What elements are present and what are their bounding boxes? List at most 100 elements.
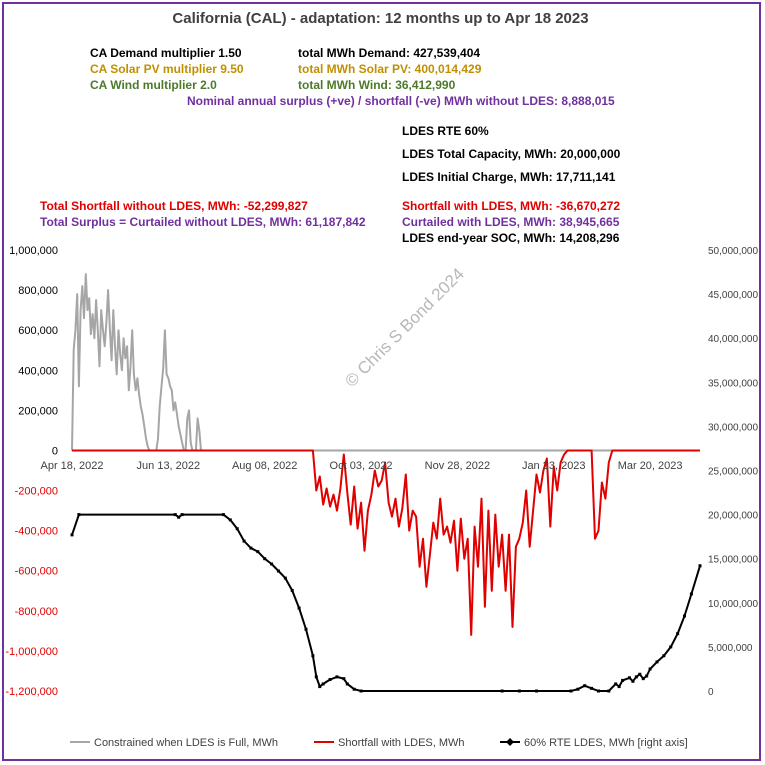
ldes-data-point (70, 533, 74, 537)
right-axis-tick-label: 25,000,000 (708, 467, 758, 478)
ldes-data-point (645, 674, 649, 678)
ldes-data-point (517, 689, 521, 693)
left-axis-tick-label: -800,000 (15, 606, 58, 618)
ldes-data-point (221, 513, 225, 517)
x-axis-tick-label: Jun 13, 2022 (137, 460, 201, 472)
x-axis-tick-label: Apr 18, 2022 (41, 460, 104, 472)
right-axis-tick-label: 50,000,000 (708, 246, 758, 257)
left-axis-tick-label: 1,000,000 (9, 245, 58, 257)
ldes-data-point (590, 686, 594, 690)
ldes-data-point (689, 592, 693, 596)
left-axis-tick-label: 0 (52, 445, 58, 457)
ldes-data-point (698, 564, 702, 568)
ldes-rte-label: LDES RTE 60% (402, 124, 489, 138)
ldes-data-point (627, 676, 631, 680)
ldes-data-point (256, 550, 260, 554)
ldes-data-point (352, 687, 356, 691)
ldes-series-line (71, 513, 701, 692)
ldes-data-point (576, 687, 580, 691)
demand-multiplier-label: CA Demand multiplier 1.50 (90, 46, 242, 60)
legend-entry: Constrained when LDES is Full, MWh (94, 737, 278, 749)
ldes-data-point (318, 685, 322, 689)
ldes-data-point (638, 672, 642, 676)
curtailed-with-ldes-label: Curtailed with LDES, MWh: 38,945,665 (402, 215, 620, 229)
solar-multiplier-label: CA Solar PV multiplier 9.50 (90, 62, 244, 76)
ldes-data-point (676, 632, 680, 636)
ldes-data-point (569, 689, 573, 693)
x-axis-tick-label: Nov 28, 2022 (425, 460, 490, 472)
left-axis-tick-label: 400,000 (18, 365, 58, 377)
right-axis-tick-label: 5,000,000 (708, 643, 753, 654)
ldes-data-point (314, 675, 318, 679)
right-axis-tick-label: 0 (708, 687, 714, 698)
x-axis-tick-label: Mar 20, 2023 (618, 460, 683, 472)
left-axis-tick-label: 600,000 (18, 325, 58, 337)
left-axis-tick-label: -1,200,000 (5, 686, 58, 698)
ldes-data-point (180, 513, 184, 517)
ldes-data-point (249, 546, 253, 550)
right-axis-tick-label: 45,000,000 (708, 290, 758, 301)
shortfall-series-line (72, 449, 700, 636)
ldes-data-point (335, 675, 339, 679)
ldes-data-point (283, 576, 287, 580)
ldes-data-point (270, 562, 274, 566)
total-wind-label: total MWh Wind: 36,412,990 (298, 78, 456, 92)
ldes-data-point (683, 614, 687, 618)
ldes-capacity-label: LDES Total Capacity, MWh: 20,000,000 (402, 147, 621, 161)
ldes-end-soc-label: LDES end-year SOC, MWh: 14,208,296 (402, 231, 620, 245)
left-axis-tick-label: -400,000 (15, 526, 58, 538)
ldes-data-point (359, 689, 363, 693)
left-axis-tick-label: -600,000 (15, 566, 58, 578)
x-axis-tick-label: Oct 03, 2022 (330, 460, 393, 472)
watermark-text: © Chris S Bond 2024 (341, 264, 468, 391)
left-axis-tick-label: -200,000 (15, 486, 58, 498)
constrained-series-line (71, 273, 700, 452)
ldes-data-point (583, 684, 587, 688)
ldes-data-point (297, 606, 301, 610)
ldes-data-point (263, 557, 267, 561)
ldes-data-point (242, 539, 246, 543)
ldes-data-point (276, 569, 280, 573)
left-axis-tick-label: 800,000 (18, 285, 58, 297)
ldes-data-point (617, 685, 621, 689)
chart-title: California (CAL) - adaptation: 12 months… (172, 10, 589, 27)
ldes-data-point (342, 677, 346, 681)
ldes-data-point (655, 660, 659, 664)
ldes-data-point (77, 513, 81, 517)
ldes-data-point (621, 678, 625, 682)
legend-marker (506, 738, 514, 746)
left-axis-tick-label: 200,000 (18, 405, 58, 417)
ldes-data-point (648, 667, 652, 671)
shortfall-without-ldes-label: Total Shortfall without LDES, MWh: -52,2… (40, 199, 308, 213)
shortfall-with-ldes-label: Shortfall with LDES, MWh: -36,670,272 (402, 199, 621, 213)
wind-multiplier-label: CA Wind multiplier 2.0 (90, 78, 217, 92)
x-axis-tick-label: Jan 23, 2023 (522, 460, 586, 472)
right-axis-tick-label: 40,000,000 (708, 334, 758, 345)
ldes-data-point (596, 689, 600, 693)
right-axis-tick-label: 15,000,000 (708, 555, 758, 566)
ldes-data-point (535, 689, 539, 693)
ldes-data-point (614, 682, 618, 686)
ldes-data-point (177, 515, 181, 519)
ldes-data-point (669, 645, 673, 649)
ldes-data-point (662, 654, 666, 658)
ldes-data-point (304, 627, 308, 631)
ldes-data-point (500, 689, 504, 693)
right-axis-tick-label: 20,000,000 (708, 511, 758, 522)
right-axis-tick-label: 10,000,000 (708, 599, 758, 610)
x-axis-tick-label: Aug 08, 2022 (232, 460, 297, 472)
ldes-data-point (328, 678, 332, 682)
total-demand-label: total MWh Demand: 427,539,404 (298, 46, 481, 60)
total-solar-label: total MWh Solar PV: 400,014,429 (298, 62, 482, 76)
ldes-data-point (235, 527, 239, 531)
ldes-data-point (641, 677, 645, 681)
legend-entry: 60% RTE LDES, MWh [right axis] (524, 737, 688, 749)
right-axis-tick-label: 30,000,000 (708, 422, 758, 433)
right-axis-tick-label: 35,000,000 (708, 378, 758, 389)
ldes-data-point (173, 513, 177, 517)
nominal-surplus-label: Nominal annual surplus (+ve) / shortfall… (187, 94, 615, 108)
ldes-data-point (345, 682, 349, 686)
ldes-data-point (228, 518, 232, 522)
ldes-data-point (631, 679, 635, 683)
